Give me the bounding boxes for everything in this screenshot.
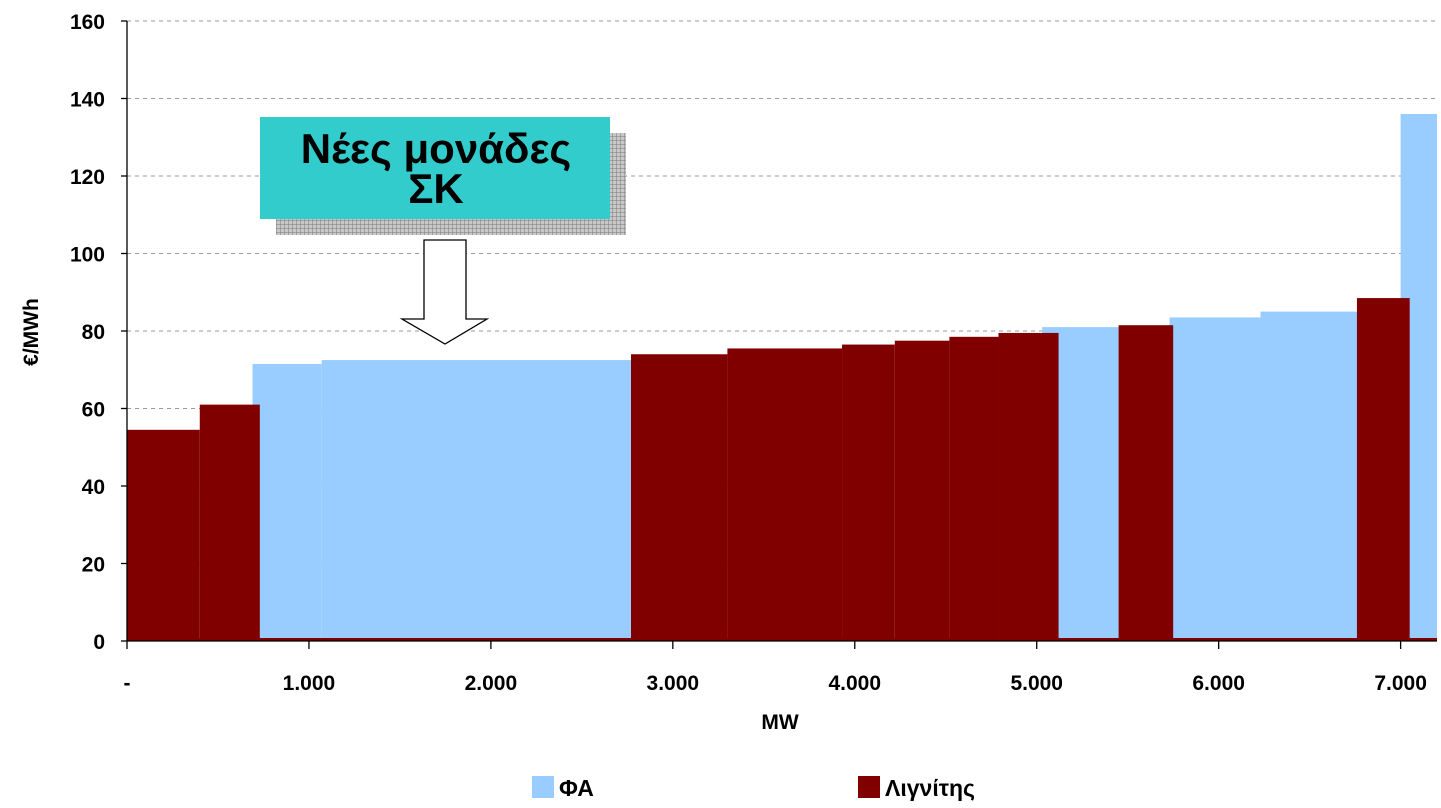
legend-swatch-fa bbox=[532, 776, 554, 798]
x-tick-label-4: 4.000 bbox=[828, 672, 881, 695]
lignite-block-4 bbox=[842, 344, 895, 641]
x-tick-label-7: 7.000 bbox=[1374, 672, 1427, 695]
y-tick-label-2: 40 bbox=[82, 476, 105, 499]
x-tick-label-2: 2.000 bbox=[465, 672, 518, 695]
fa-block-1 bbox=[321, 360, 631, 641]
lignite-block-0 bbox=[127, 429, 200, 641]
y-tick-label-5: 100 bbox=[70, 244, 105, 267]
x-tick-label-3: 3.000 bbox=[647, 672, 700, 695]
y-tick-label-8: 160 bbox=[70, 11, 105, 34]
y-tick-label-3: 60 bbox=[82, 399, 105, 422]
y-tick-label-4: 80 bbox=[82, 321, 105, 344]
lignite-baseline bbox=[127, 638, 1437, 641]
down-arrow-icon bbox=[399, 239, 490, 345]
x-tick-label-0: - bbox=[124, 672, 131, 695]
data-blocks bbox=[127, 114, 1437, 641]
x-tick-label-5: 5.000 bbox=[1010, 672, 1063, 695]
x-tick-label-1: 1.000 bbox=[283, 672, 336, 695]
x-tick-labels: - 1.000 2.000 3.000 4.000 5.000 6.000 7.000 bbox=[124, 672, 1427, 695]
x-tick-label-6: 6.000 bbox=[1192, 672, 1245, 695]
legend: ΦΑ Λιγνίτης bbox=[532, 775, 975, 801]
lignite-block-7 bbox=[998, 332, 1059, 641]
y-tick-label-7: 140 bbox=[70, 89, 105, 112]
fa-block-0 bbox=[252, 363, 322, 641]
legend-swatch-lignite bbox=[858, 776, 880, 798]
lignite-block-3 bbox=[727, 348, 843, 641]
y-axis-title: €/MWh bbox=[20, 298, 43, 366]
lignite-block-8 bbox=[1118, 325, 1174, 641]
callout-annotation: Νέες μονάδες ΣΚ bbox=[260, 117, 626, 345]
callout-line-1: Νέες μονάδες bbox=[301, 125, 572, 172]
y-tick-label-0: 0 bbox=[93, 631, 105, 654]
lignite-block-5 bbox=[894, 340, 950, 641]
lignite-block-6 bbox=[949, 336, 999, 641]
y-tick-label-6: 120 bbox=[70, 166, 105, 189]
callout-box bbox=[260, 117, 610, 219]
x-axis-title: MW bbox=[761, 711, 798, 734]
callout-line-2: ΣΚ bbox=[408, 165, 464, 212]
lignite-block-1 bbox=[199, 404, 260, 641]
lignite-block-9 bbox=[1356, 298, 1410, 641]
y-tick-label-1: 20 bbox=[82, 554, 105, 577]
legend-label-fa: ΦΑ bbox=[559, 775, 594, 801]
legend-label-lignite: Λιγνίτης bbox=[885, 775, 975, 801]
fa-block-4 bbox=[1260, 311, 1361, 641]
fa-block-3 bbox=[1169, 317, 1261, 641]
lignite-block-2 bbox=[630, 354, 728, 641]
axes bbox=[121, 20, 1437, 649]
y-tick-labels: 0 20 40 60 80 100 120 140 160 bbox=[70, 11, 105, 654]
